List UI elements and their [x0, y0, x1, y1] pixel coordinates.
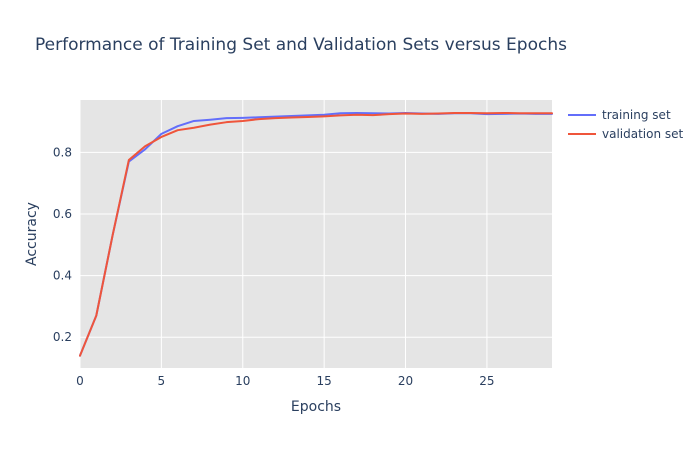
- y-tick-label-0: 0.2: [53, 330, 72, 344]
- legend-label-validation-set: validation set: [602, 127, 684, 141]
- y-tick-label-1: 0.4: [53, 269, 72, 283]
- chart-title: Performance of Training Set and Validati…: [35, 35, 567, 55]
- x-tick-label-5: 25: [479, 374, 494, 388]
- legend[interactable]: training set validation set: [568, 108, 684, 141]
- x-tick-label-4: 20: [398, 374, 413, 388]
- x-tick-label-1: 5: [158, 374, 166, 388]
- x-axis-label: Epochs: [291, 399, 341, 415]
- x-tick-label-3: 15: [316, 374, 331, 388]
- plot-background: [80, 100, 552, 368]
- x-tick-label-0: 0: [76, 374, 84, 388]
- y-axis-label: Accuracy: [24, 202, 40, 266]
- legend-item-validation-set[interactable]: validation set: [568, 127, 684, 141]
- y-tick-label-2: 0.6: [53, 207, 72, 221]
- legend-label-training-set: training set: [602, 108, 671, 122]
- grid-lines: [79, 100, 552, 368]
- x-axis-ticks: 0 5 10 15 20 25: [76, 374, 494, 388]
- y-axis-ticks: 0.2 0.4 0.6 0.8: [53, 145, 72, 344]
- series-lines: [79, 111, 553, 357]
- y-tick-label-3: 0.8: [53, 145, 72, 159]
- legend-item-training-set[interactable]: training set: [568, 108, 671, 122]
- x-tick-label-2: 10: [235, 374, 250, 388]
- series-line-validation-set: [79, 111, 553, 357]
